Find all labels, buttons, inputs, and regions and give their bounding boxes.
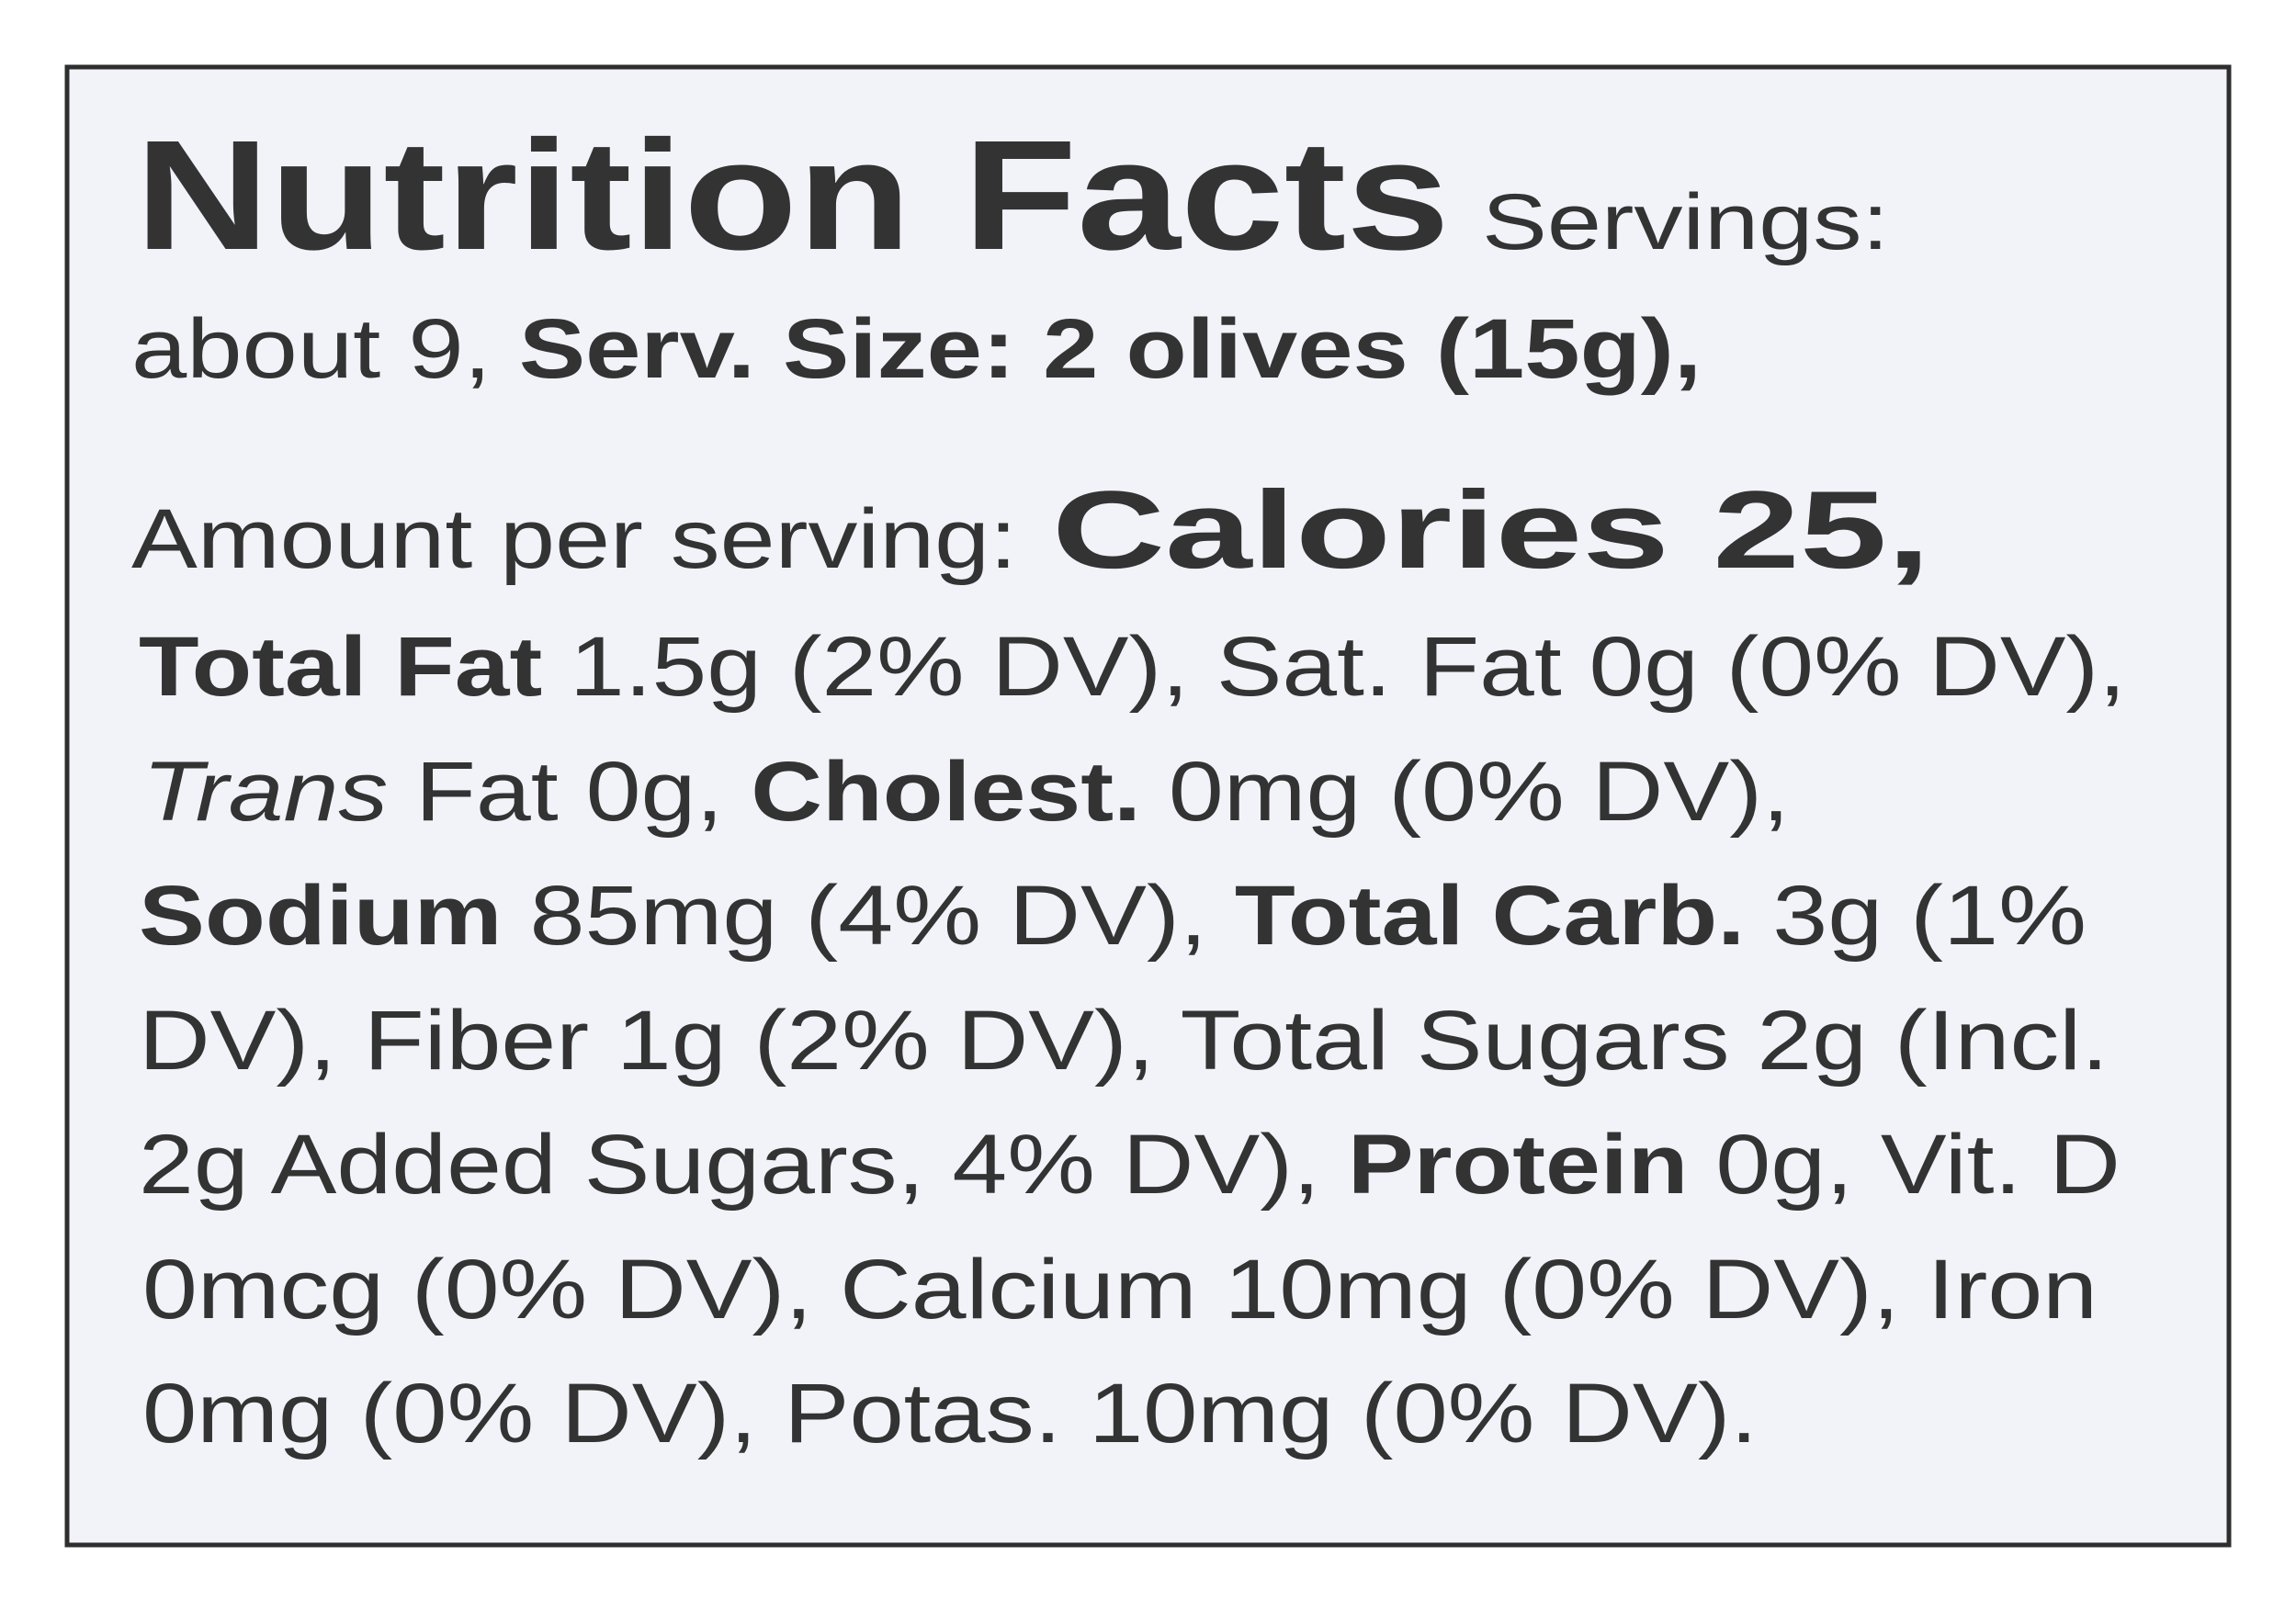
text-run: 3g (1% <box>1772 869 2087 963</box>
servings-label: Servings: <box>1482 178 1889 266</box>
text-run: 85mg (4% DV), <box>530 869 1207 963</box>
text-run: about 9, <box>131 302 492 396</box>
text-line: Amount per serving: <box>131 492 1017 586</box>
text-run: 2g Added Sugars, 4% DV), <box>139 1118 1320 1212</box>
text-run: 0mg (0% DV), <box>1169 745 1790 839</box>
text-run: Total Fat <box>139 620 542 714</box>
text-run: Sodium <box>139 869 503 963</box>
label-box <box>64 64 2232 1548</box>
text-run: Fat 0g, <box>415 745 723 839</box>
text-line: Trans Fat 0g, Cholest. 0mg (0% DV), <box>142 745 1790 839</box>
text-line: 0mg (0% DV), Potas. 10mg (0% DV). <box>142 1367 1758 1460</box>
text-line: 0mcg (0% DV), Calcium 10mg (0% DV), Iron <box>142 1243 2098 1336</box>
text-line: about 9, Serv. Size: 2 olives (15g), <box>131 302 1702 396</box>
calories: Calories 25, <box>1052 468 1930 592</box>
text-run: Trans <box>142 745 388 839</box>
text-line: DV), Fiber 1g (2% DV), Total Sugars 2g (… <box>139 994 2109 1088</box>
text-run: Protein <box>1348 1118 1689 1212</box>
text-run: Cholest. <box>751 745 1141 839</box>
text-run: Total Carb. <box>1235 869 1745 963</box>
text-run: 0g, Vit. D <box>1715 1118 2121 1212</box>
text-run: 1.5g (2% DV), Sat. Fat 0g (0% DV), <box>570 620 2126 714</box>
text-line: Total Fat 1.5g (2% DV), Sat. Fat 0g (0% … <box>139 620 2126 714</box>
text-line: 2g Added Sugars, 4% DV), Protein 0g, Vit… <box>139 1118 2121 1212</box>
title: Nutrition Facts <box>135 108 1450 283</box>
text-run: Serv. Size: 2 olives (15g), <box>519 302 1702 396</box>
text-line: Sodium 85mg (4% DV), Total Carb. 3g (1% <box>139 869 2087 963</box>
